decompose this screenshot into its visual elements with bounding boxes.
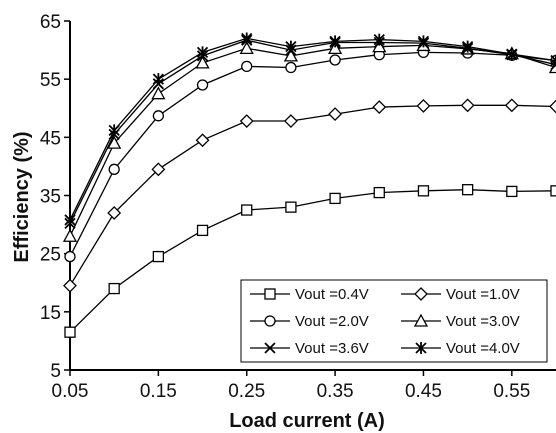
data-point [64,250,76,263]
data-point [241,60,253,73]
legend-label: Vout =3.6V [295,340,369,357]
data-point [329,54,341,66]
data-point [415,342,427,354]
legend-label: Vout =0.4V [295,286,369,303]
data-point [504,98,519,113]
series-asterisk [64,32,556,226]
y-tick-label: 15 [40,303,61,324]
data-point [327,40,343,54]
data-point [414,287,428,301]
data-point [152,250,165,263]
data-point [413,313,429,327]
y-tick-label: 5 [50,361,61,382]
data-point [417,185,430,197]
data-point [285,40,297,53]
data-point [328,107,343,121]
data-point [151,162,166,177]
legend-label: Vout =4.0V [446,340,520,357]
data-point [264,342,276,354]
y-tick-label: 35 [40,187,61,208]
legend-item: Vout =3.6V [250,340,369,357]
data-point [417,35,430,48]
series-diamond [63,98,556,293]
data-point [64,326,76,338]
legend-item: Vout =2.0V [250,313,369,330]
data-point [329,192,341,205]
legend-label: Vout =3.0V [446,313,520,330]
legend-item: Vout =4.0V [401,340,520,357]
data-point [285,201,297,213]
series-line [69,44,556,237]
data-point [550,54,556,67]
x-tick-label: 0.25 [228,381,265,402]
y-tick-label: 45 [40,128,61,149]
data-point [196,79,209,91]
data-point [506,48,518,61]
data-point [195,133,210,148]
x-tick-label: 0.15 [140,381,177,402]
data-point [62,228,78,242]
data-point [64,213,76,226]
data-point [506,185,518,198]
data-point [460,98,475,113]
x-tick-label: 0.05 [52,381,89,402]
series-line [69,37,556,221]
data-point [241,32,253,45]
y-axis-title: Efficiency (%) [11,131,33,262]
data-point [107,135,122,149]
legend: Vout =0.4V Vout =1.0V Vout =2.0V Vout =3.0V… [240,279,548,363]
data-point [239,114,254,128]
x-tick-label: 0.55 [493,381,530,402]
data-point [107,206,122,220]
data-point [152,110,165,122]
series-line [69,51,556,257]
data-point [329,35,341,48]
legend-item: Vout =1.0V [401,286,520,303]
series-line [69,189,556,333]
series-line [69,39,556,224]
data-point [264,288,276,300]
series-square [64,184,556,338]
data-point [108,163,120,175]
x-axis-title: Load current (A) [229,410,385,432]
data-point [416,99,431,113]
data-point [550,58,556,71]
data-point [283,114,298,128]
x-tick-label: 0.45 [405,381,442,402]
y-tick-label: 25 [40,245,61,266]
y-tick-label: 55 [40,70,61,91]
x-tick-label: 0.35 [317,381,354,402]
legend-label: Vout =1.0V [446,286,520,303]
data-point [373,186,385,199]
data-point [264,315,276,327]
data-point [372,100,387,115]
data-point [241,204,253,216]
axes: 5 15 25 35 45 55 65 0.05 0.15 0.25 0.35 0.45 0.55 [40,12,556,402]
data-point [196,46,209,59]
data-point [151,86,166,100]
legend-item: Vout =0.4V [250,286,369,303]
data-point [283,48,299,62]
data-point [63,278,77,293]
data-point [196,224,209,237]
series-line [69,104,556,287]
y-tick-label: 65 [40,12,61,33]
data-point [373,33,385,46]
legend-box [240,279,548,363]
legend-item: Vout =3.0V [401,313,520,330]
data-point [285,61,297,74]
data-point [461,40,474,53]
data-point [549,99,556,114]
legend-label: Vout =2.0V [295,313,369,330]
data-point [108,282,120,295]
data-point [108,124,120,137]
data-point [550,185,556,197]
data-point [461,184,474,196]
series-circle [64,46,556,263]
series-layer [62,32,556,338]
data-point [152,73,165,86]
data-point [195,55,210,69]
data-point [239,40,254,54]
